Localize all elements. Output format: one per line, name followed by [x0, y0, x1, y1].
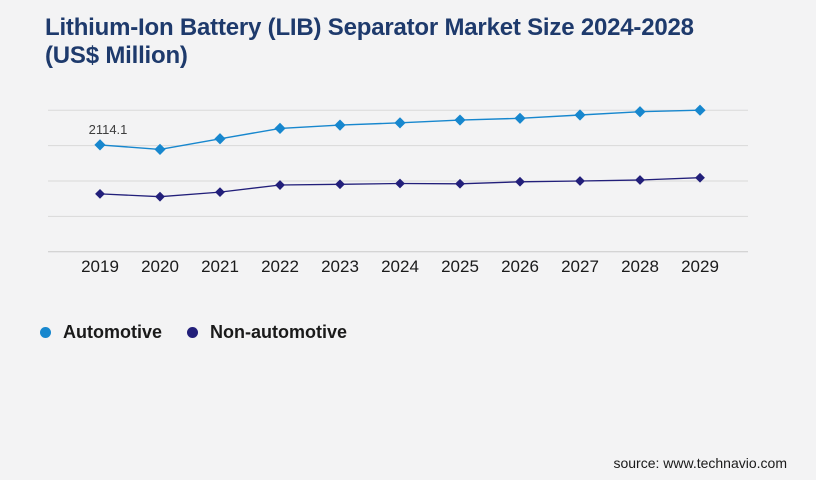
- marker-non-automotive-2024: [395, 178, 405, 189]
- marker-non-automotive-2022: [275, 180, 285, 190]
- marker-automotive-2022: [274, 122, 286, 135]
- x-tick-label-2025: 2025: [441, 257, 479, 276]
- marker-non-automotive-2025: [455, 178, 465, 189]
- marker-automotive-2019: [94, 139, 106, 151]
- marker-automotive-2026: [514, 112, 526, 124]
- chart-title-line2: (US$ Million): [45, 42, 188, 69]
- x-tick-label-2027: 2027: [561, 257, 599, 276]
- marker-non-automotive-2028: [635, 175, 645, 185]
- source-attribution: source: www.technavio.com: [613, 455, 787, 471]
- point-data-label: 2114.1: [89, 122, 128, 137]
- x-tick-label-2026: 2026: [501, 257, 539, 276]
- legend-item-automotive: Automotive: [40, 322, 162, 343]
- legend-label-automotive: Automotive: [63, 322, 162, 342]
- marker-non-automotive-2026: [515, 176, 525, 187]
- x-tick-label-2019: 2019: [81, 257, 119, 276]
- marker-automotive-2023: [334, 119, 346, 131]
- x-tick-label-2029: 2029: [681, 257, 719, 276]
- marker-automotive-2028: [634, 106, 646, 118]
- x-tick-label-2021: 2021: [201, 257, 239, 276]
- marker-non-automotive-2021: [215, 187, 225, 198]
- marker-non-automotive-2019: [95, 188, 105, 199]
- line-chart: 2019 2020 2021 2022 2023 2024 2025 2026 2027 2028…: [48, 104, 748, 276]
- x-tick-label-2022: 2022: [261, 257, 299, 276]
- marker-non-automotive-2029: [695, 172, 705, 183]
- chart-title-line1: Lithium-Ion Battery (LIB) Separator Mark…: [45, 14, 694, 41]
- legend-item-non-automotive: Non-automotive: [187, 322, 347, 343]
- marker-automotive-2027: [574, 109, 586, 121]
- automotive-legend-dot-icon: [40, 327, 51, 338]
- x-tick-label-2028: 2028: [621, 257, 659, 276]
- marker-automotive-2024: [394, 117, 406, 129]
- non-automotive-legend-dot-icon: [187, 327, 198, 338]
- legend-label-non-automotive: Non-automotive: [210, 322, 347, 342]
- x-tick-label-2024: 2024: [381, 257, 419, 276]
- marker-automotive-2021: [214, 133, 226, 145]
- marker-non-automotive-2023: [335, 179, 345, 190]
- x-tick-label-2023: 2023: [321, 257, 359, 276]
- marker-non-automotive-2020: [155, 191, 165, 202]
- marker-automotive-2025: [454, 114, 466, 126]
- chart-title: Lithium-Ion Battery (LIB) Separator Mark…: [45, 14, 694, 70]
- marker-non-automotive-2027: [575, 176, 585, 186]
- marker-automotive-2020: [154, 143, 166, 155]
- marker-automotive-2029: [694, 104, 706, 116]
- series-line-automotive: [99, 109, 701, 151]
- legend: Automotive Non-automotive: [40, 322, 347, 343]
- x-tick-label-2020: 2020: [141, 257, 179, 276]
